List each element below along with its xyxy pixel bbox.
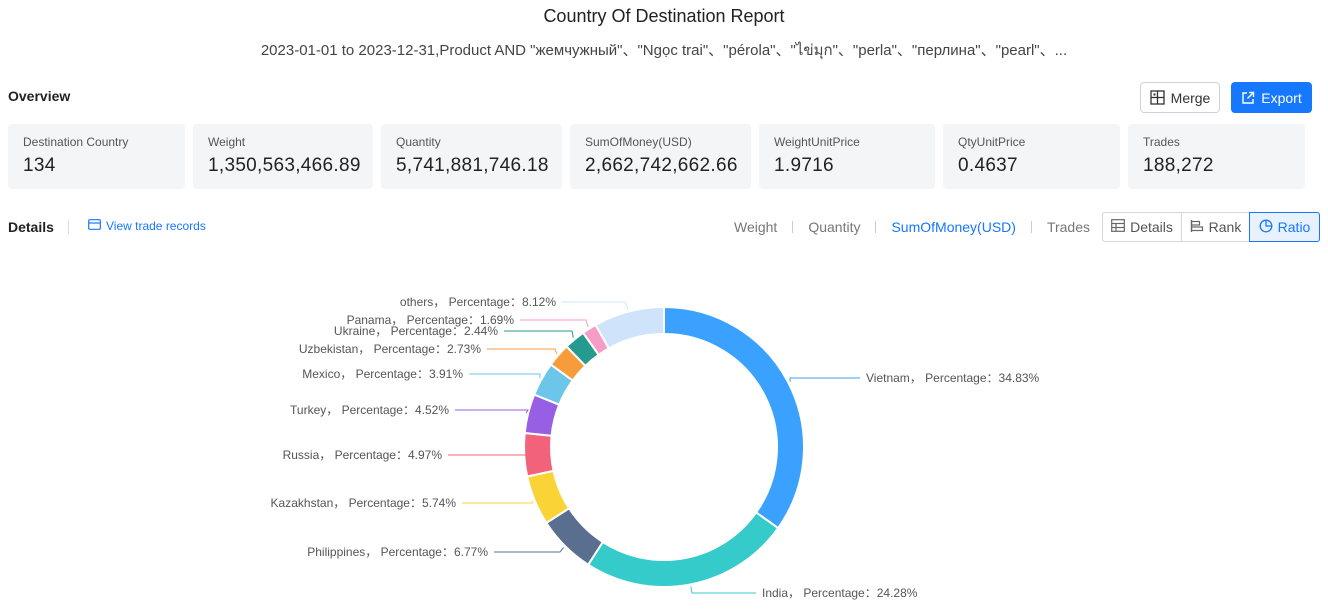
report-subtitle: 2023-01-01 to 2023-12-31,Product AND "же…	[260, 42, 1068, 59]
stat-value: 188,272	[1143, 155, 1214, 176]
merge-icon	[1150, 90, 1165, 105]
tab-trades[interactable]: Trades	[1046, 219, 1090, 235]
merge-button[interactable]: Merge	[1140, 82, 1220, 113]
leader-line-philippines	[494, 547, 565, 553]
stat-card-quantity: Quantity 5,741,881,746.18	[381, 124, 562, 189]
table-icon	[1111, 219, 1125, 235]
details-view-label: Details	[1130, 219, 1173, 235]
slice-label-uzbekistan: Uzbekistan， Percentage：2.73%	[299, 342, 481, 356]
slice-label-panama: Panama， Percentage：1.69%	[347, 313, 515, 327]
stat-value: 2,662,742,662.66	[585, 155, 738, 176]
bar-chart-icon	[1190, 219, 1204, 236]
stat-value: 5,741,881,746.18	[396, 155, 549, 176]
stat-card-qty-unit-price: QtyUnitPrice 0.4637	[943, 124, 1120, 189]
stat-label: Trades	[1143, 135, 1180, 149]
stat-label: Weight	[208, 135, 246, 149]
stat-label: SumOfMoney(USD)	[585, 135, 692, 149]
stat-card-destination-country: Destination Country 134	[8, 124, 185, 189]
destination-ratio-donut-chart: Vietnam， Percentage：34.83% India， Percent…	[271, 295, 1040, 600]
slice-label-ukraine: Ukraine， Percentage：2.44%	[334, 324, 498, 338]
leader-line-mexico	[469, 373, 541, 379]
leader-line-panama	[520, 319, 589, 328]
slice-label-india: India， Percentage：24.28%	[762, 586, 918, 600]
slice-label-turkey: Turkey， Percentage：4.52%	[290, 403, 449, 417]
details-view-button[interactable]: Details	[1102, 212, 1182, 242]
pie-chart-icon	[1259, 219, 1273, 236]
slice-india[interactable]	[586, 511, 780, 588]
tab-divider	[875, 221, 877, 233]
tab-divider	[1030, 221, 1032, 233]
leader-line-others	[562, 301, 629, 310]
export-label: Export	[1261, 89, 1302, 106]
stat-value: 0.4637	[958, 155, 1018, 176]
slice-label-mexico: Mexico， Percentage：3.91%	[302, 367, 463, 381]
tab-divider	[792, 221, 794, 233]
report-title: Country Of Destination Report	[543, 6, 785, 26]
stat-label: WeightUnitPrice	[774, 135, 860, 149]
details-heading: Details	[8, 219, 54, 235]
stat-card-sum-of-money: SumOfMoney(USD) 2,662,742,662.66	[570, 124, 751, 189]
merge-label: Merge	[1170, 89, 1211, 106]
slice-vietnam[interactable]	[663, 305, 805, 530]
view-trade-records-link[interactable]: View trade records	[88, 219, 206, 233]
ratio-view-label: Ratio	[1277, 219, 1311, 235]
stat-value: 134	[23, 155, 56, 176]
slice-label-kazakhstan: Kazakhstan， Percentage：5.74%	[271, 496, 457, 510]
slice-russia[interactable]	[523, 431, 555, 478]
stat-card-trades: Trades 188,272	[1128, 124, 1305, 189]
slice-label-vietnam: Vietnam， Percentage：34.83%	[866, 371, 1040, 385]
stat-value: 1,350,563,466.89	[208, 155, 361, 176]
stat-card-weight-unit-price: WeightUnitPrice 1.9716	[759, 124, 935, 189]
view-trade-records-label: View trade records	[106, 219, 206, 233]
metric-tabs: Weight Quantity SumOfMoney(USD) Trades	[734, 219, 1090, 235]
leader-line-vietnam	[789, 377, 860, 382]
view-toggle-group: Details Rank Ratio	[1102, 212, 1320, 242]
leader-line-turkey	[455, 409, 529, 414]
leader-line-kazakhstan	[462, 501, 534, 504]
leader-line-ukraine	[504, 330, 574, 338]
stat-label: Quantity	[396, 135, 441, 149]
leader-line-india	[690, 586, 756, 594]
external-link-icon	[1241, 91, 1255, 105]
rank-view-label: Rank	[1208, 219, 1242, 235]
leader-line-uzbekistan	[487, 348, 558, 355]
stat-value: 1.9716	[774, 155, 834, 176]
stat-card-weight: Weight 1,350,563,466.89	[193, 124, 373, 189]
slice-label-philippines: Philippines， Percentage：6.77%	[307, 545, 488, 559]
tab-quantity[interactable]: Quantity	[808, 219, 861, 235]
divider	[68, 220, 69, 234]
slice-label-others: others， Percentage：8.12%	[400, 295, 556, 309]
stat-label: QtyUnitPrice	[958, 135, 1026, 149]
tab-sum-of-money[interactable]: SumOfMoney(USD)	[891, 219, 1016, 235]
card-icon	[88, 219, 101, 233]
overview-heading: Overview	[8, 88, 71, 104]
slice-others[interactable]	[594, 305, 665, 350]
ratio-view-button[interactable]: Ratio	[1249, 212, 1320, 242]
export-button[interactable]: Export	[1231, 82, 1312, 113]
slice-label-russia: Russia， Percentage：4.97%	[283, 448, 443, 462]
tab-weight[interactable]: Weight	[734, 219, 778, 235]
stat-label: Destination Country	[23, 135, 129, 149]
rank-view-button[interactable]: Rank	[1181, 212, 1250, 242]
